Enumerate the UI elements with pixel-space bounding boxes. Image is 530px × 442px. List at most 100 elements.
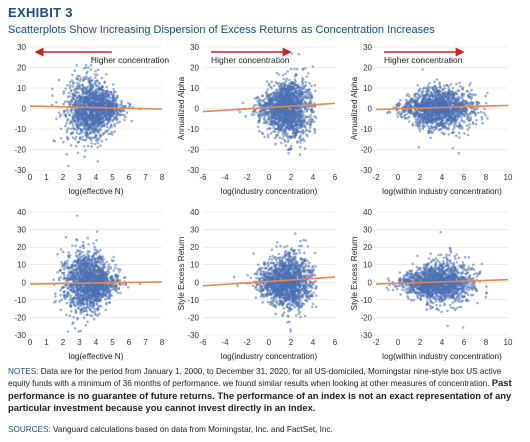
scatter-point [409,104,413,108]
scatter-point [396,115,400,118]
scatter-point [479,110,483,114]
scatter-point [426,124,430,128]
scatter-point [310,110,314,114]
scatter-point [314,116,318,119]
scatter-point [297,100,301,103]
scatter-point [81,119,85,122]
y-tick-label: -10 [187,125,199,134]
scatter-point [90,142,93,145]
scatter-point [288,112,291,115]
scatter-point [421,119,425,123]
scatter-point [77,120,80,124]
scatter-point [68,95,71,98]
scatter-point [426,92,430,95]
scatter-point [76,87,79,90]
scatter-point [65,130,69,134]
scatter-point [70,111,73,114]
scatter-point [128,102,132,106]
scatter-point [74,308,78,312]
scatter-point [292,128,296,131]
scatter-point [112,269,115,272]
scatter-point [83,155,86,158]
scatter-point [108,112,111,116]
scatter-point [303,139,306,143]
scatter-point [112,90,116,94]
y-tick-label: -20 [14,146,26,155]
scatter-point [102,89,105,93]
scatter-point [428,98,432,101]
scatter-point [444,109,447,112]
scatter-point [310,105,314,109]
scatter-point [269,100,273,104]
scatter-point [75,111,79,114]
scatter-point [115,116,119,120]
scatter-point [75,91,78,95]
scatter-point [465,90,469,93]
y-tick-label: 0 [22,278,27,287]
scatter-point [304,126,307,129]
scatter-point [259,109,263,112]
scatter-point [100,76,104,80]
scatter-point [63,100,67,104]
scatter-point [103,297,107,301]
scatter-point [71,85,75,88]
scatter-point [287,127,291,130]
scatter-point [260,104,264,108]
scatter-point [288,98,292,102]
y-tick-label: -10 [14,296,26,305]
scatter-point [429,136,432,140]
scatter-point [266,88,270,91]
scatter-point [113,110,116,114]
y-tick-label: -30 [14,166,26,175]
scatter-point [438,90,441,93]
scatter-point [288,78,291,82]
x-tick-label: 6 [127,338,132,347]
scatter-point [267,117,270,120]
scatter-point [59,137,63,140]
scatter-point [417,96,420,100]
scatter-point [430,108,433,112]
scatter-point [444,115,448,119]
scatter-point [399,99,402,102]
scatter-point [459,124,462,127]
scatter-point [421,87,425,91]
scatter-point [76,74,80,78]
scatter-point [100,98,103,102]
scatter-point [66,84,69,87]
scatter-point [77,91,80,94]
scatter-point [273,130,277,133]
scatter-point [110,109,113,112]
scatter-point [76,77,79,81]
scatter-point [414,99,417,103]
y-tick-label: 30 [17,43,26,52]
scatter-point [107,117,110,121]
x-tick-label: 1 [44,338,49,347]
scatter-point [89,128,92,132]
scatter-point [310,100,313,103]
scatter-point [79,129,82,132]
concentration-annotation: Higher concentration [384,55,463,65]
scatter-point [271,102,274,106]
x-tick-label: 8 [160,338,165,347]
x-tick-label: 8 [160,173,165,182]
scatter-point [455,112,459,115]
scatter-point [82,78,85,82]
scatter-point [69,144,73,147]
scatter-point [458,108,462,111]
scatter-point [86,119,89,122]
x-tick-label: 4 [94,338,99,347]
y-tick-label: 20 [190,64,199,73]
scatter-point [118,104,122,107]
scatter-point [412,110,415,114]
scatter-point [451,112,454,115]
scatter-point [109,115,113,118]
scatter-point [424,110,428,113]
scatter-point [426,87,429,90]
scatter-point [266,120,269,124]
scatter-point [470,102,474,105]
scatter-point [85,109,89,112]
scatter-point [277,113,281,116]
scatter-point [298,102,301,105]
scatter-point [87,66,90,69]
scatter-point [284,88,288,91]
